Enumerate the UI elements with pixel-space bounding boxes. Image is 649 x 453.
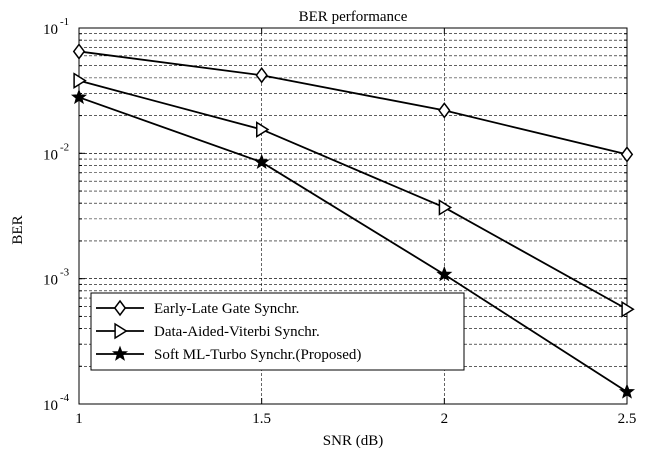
diamond-marker bbox=[72, 43, 86, 60]
legend-items: Early-Late Gate Synchr. Data-Aided-Viterb… bbox=[96, 299, 361, 363]
y-tick-exponent: -1 bbox=[60, 16, 69, 28]
legend-entry: Early-Late Gate Synchr. bbox=[96, 299, 299, 317]
diamond-marker bbox=[438, 102, 451, 119]
triangle-marker bbox=[114, 322, 128, 340]
series-2 bbox=[73, 72, 635, 318]
star-marker bbox=[70, 88, 88, 105]
series-line bbox=[78, 96, 628, 393]
x-tick-label: 1 bbox=[75, 411, 83, 427]
y-tick-label: 10 bbox=[43, 273, 58, 289]
y-tick-label: 10 bbox=[43, 22, 58, 38]
series-3 bbox=[70, 88, 636, 399]
y-tick-label: 10 bbox=[43, 398, 58, 414]
star-marker bbox=[436, 266, 453, 282]
x-axis-label: SNR (dB) bbox=[323, 433, 383, 448]
y-tick-label: 10 bbox=[43, 147, 58, 163]
y-tick-exponent: -4 bbox=[60, 392, 70, 404]
x-tick-label: 1.5 bbox=[252, 411, 271, 427]
star-marker bbox=[618, 383, 636, 399]
triangle-marker bbox=[256, 121, 270, 138]
diamond-marker bbox=[255, 66, 268, 84]
legend-label: Early-Late Gate Synchr. bbox=[154, 301, 299, 317]
x-tick-label: 2 bbox=[441, 411, 449, 427]
series-line bbox=[78, 79, 628, 311]
triangle-marker bbox=[73, 72, 87, 90]
triangle-marker bbox=[621, 300, 635, 318]
diamond-marker bbox=[113, 299, 127, 317]
tick-layer: 10 -110 -210 -310 -41 1.5 2 2.5 bbox=[43, 16, 636, 427]
legend-box bbox=[90, 292, 465, 371]
series-1 bbox=[72, 43, 634, 163]
legend-entry: Soft ML-Turbo Synchr.(Proposed) bbox=[96, 345, 361, 363]
series-line bbox=[78, 50, 628, 156]
star-marker bbox=[253, 153, 270, 169]
star-marker bbox=[111, 345, 129, 361]
y-axis-label: BER bbox=[10, 215, 26, 244]
chart-title: BER performance bbox=[299, 9, 408, 25]
legend-label: Soft ML-Turbo Synchr.(Proposed) bbox=[154, 347, 361, 363]
legend-entry: Data-Aided-Viterbi Synchr. bbox=[96, 322, 320, 340]
diamond-marker bbox=[620, 146, 634, 163]
legend-label: Data-Aided-Viterbi Synchr. bbox=[154, 324, 320, 340]
triangle-marker bbox=[438, 199, 453, 216]
plot-frame bbox=[78, 27, 628, 405]
series-layer bbox=[70, 43, 636, 399]
y-tick-exponent: -2 bbox=[60, 141, 69, 153]
x-tick-label: 2.5 bbox=[618, 411, 637, 427]
y-tick-exponent: -3 bbox=[60, 267, 70, 279]
grid-layer bbox=[79, 28, 627, 404]
legend: Early-Late Gate Synchr. Data-Aided-Viterb… bbox=[90, 292, 465, 371]
